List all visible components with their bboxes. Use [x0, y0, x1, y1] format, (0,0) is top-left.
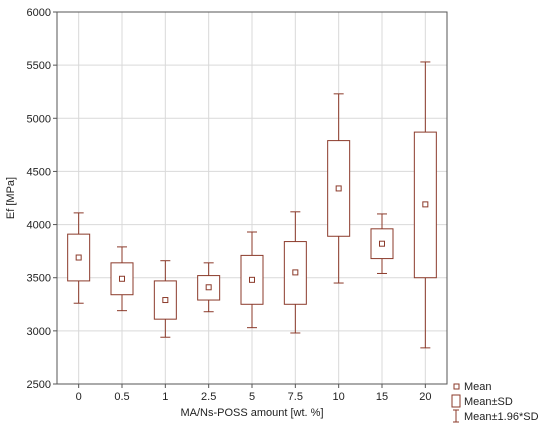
mean-marker [292, 269, 299, 276]
x-tick-label: 20 [419, 391, 431, 403]
y-tick-label: 4000 [27, 220, 51, 232]
box-group [110, 246, 134, 312]
box-group [283, 211, 307, 334]
legend-mean-label: Mean [464, 381, 492, 393]
legend-mean-marker [453, 383, 460, 390]
legend-sd-box [451, 394, 461, 408]
x-tick-label: 2.5 [201, 391, 216, 403]
y-tick-label: 4500 [27, 166, 51, 178]
legend: Mean Mean±SD Mean±1.96*SD [451, 381, 539, 423]
x-tick-label: 7.5 [288, 391, 303, 403]
y-axis-ticks: 2500 3000 3500 4000 4500 5000 5500 6000 [27, 7, 57, 391]
mean-marker [119, 275, 125, 282]
x-tick-label: 1 [162, 391, 168, 403]
y-axis-title: Ef [MPa] [5, 177, 17, 219]
x-axis-ticks: 0 0.5 1 2.5 5 7.5 10 15 20 [76, 384, 431, 403]
box-group [413, 61, 437, 349]
box-group [327, 93, 351, 284]
y-tick-label: 3000 [27, 326, 51, 338]
y-tick-label: 6000 [27, 7, 51, 19]
x-tick-label: 15 [376, 391, 388, 403]
box-group [370, 213, 394, 274]
x-tick-label: 0 [76, 391, 82, 403]
mean-marker [205, 284, 212, 291]
mean-marker [335, 185, 342, 192]
mean-marker [379, 240, 385, 247]
legend-sd-label: Mean±SD [464, 396, 513, 408]
mean-marker [249, 276, 255, 283]
box-series [67, 61, 437, 349]
mean-marker [422, 201, 429, 208]
x-tick-label: 5 [249, 391, 255, 403]
x-tick-label: 10 [333, 391, 345, 403]
box-group [67, 212, 91, 304]
x-axis-title: MA/Ns-POSS amount [wt. %] [180, 407, 323, 419]
mean-marker [162, 297, 169, 304]
y-tick-label: 3500 [27, 273, 51, 285]
plot-frame [56, 11, 448, 385]
mean-marker [75, 254, 82, 261]
box-group [153, 260, 177, 338]
x-tick-label: 0.5 [114, 391, 129, 403]
box-group [197, 262, 221, 313]
box-group [240, 231, 264, 329]
legend-whisker-label: Mean±1.96*SD [464, 411, 539, 423]
y-tick-label: 5500 [27, 60, 51, 72]
y-tick-label: 2500 [27, 379, 51, 391]
y-tick-label: 5000 [27, 113, 51, 125]
